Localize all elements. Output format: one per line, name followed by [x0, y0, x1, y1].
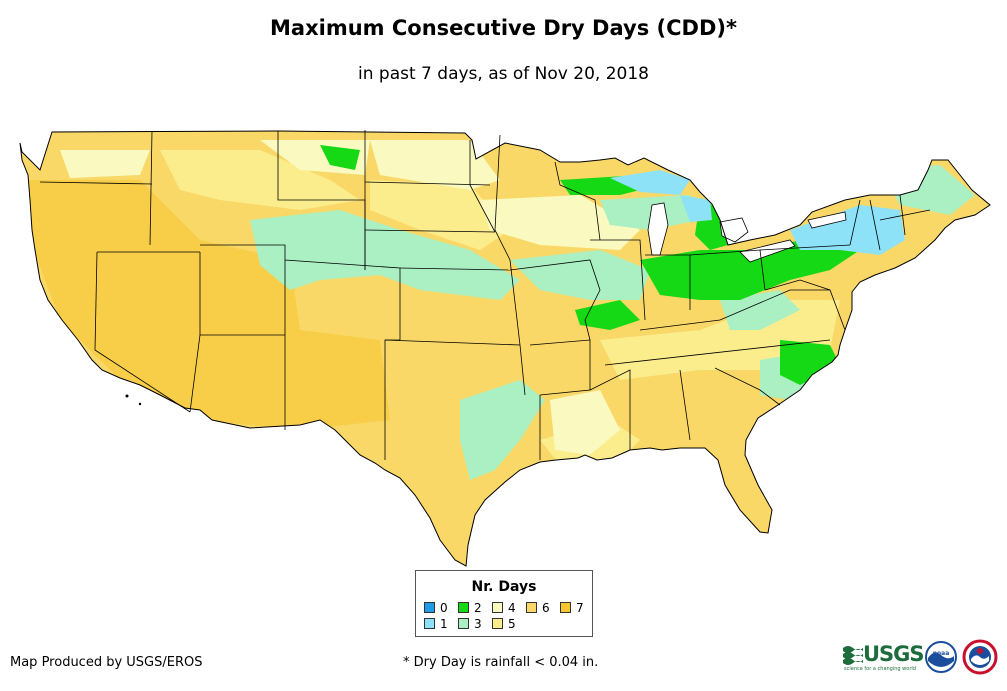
zone-5-days-montana — [160, 150, 360, 210]
usgs-tagline: science for a changing world — [844, 666, 916, 672]
zone-5-days-dakotas — [370, 180, 510, 250]
legend-label: 6 — [542, 601, 550, 615]
nws-logo-icon — [962, 639, 998, 675]
zone-3-days-wisconsin — [600, 195, 700, 230]
usgs-logo: USGS science for a changing world — [843, 642, 925, 672]
usgs-wave-icon — [843, 646, 863, 665]
legend-label: 4 — [508, 601, 516, 615]
legend-label: 1 — [440, 617, 448, 631]
map-subtitle: in past 7 days, as of Nov 20, 2018 — [358, 64, 649, 84]
zone-4-days-mississippi — [550, 390, 620, 455]
legend-item-7: 7 — [560, 602, 584, 614]
legend-item-0: 0 — [424, 602, 448, 614]
noaa-logo-icon: noaa — [925, 641, 957, 673]
legend-label: 0 — [440, 601, 448, 615]
legend-item-3: 3 — [458, 618, 482, 630]
zone-7-days-west — [20, 180, 390, 430]
legend-title: Nr. Days — [471, 579, 537, 595]
zone-4-days-minnesota — [480, 195, 640, 250]
noaa-text: noaa — [933, 650, 950, 657]
legend-swatch — [458, 618, 469, 629]
lake-erie — [739, 239, 796, 263]
legend-swatch — [492, 602, 503, 613]
legend-swatch — [424, 618, 435, 629]
zone-4-days-north-dakota — [370, 140, 500, 190]
lake-huron — [719, 217, 749, 243]
zone-2-days-ohio-valley — [640, 235, 860, 300]
legend-item-6: 6 — [526, 602, 550, 614]
zone-3-days-iowa — [510, 250, 650, 300]
zone-3-days-plains — [250, 210, 520, 300]
channel-island — [138, 402, 142, 406]
legend-swatch — [458, 602, 469, 613]
zone-2-days-montana — [320, 145, 360, 170]
legend-item-5: 5 — [492, 618, 516, 630]
legend-item-1: 1 — [424, 618, 448, 630]
legend-swatch — [424, 602, 435, 613]
map-credit: Map Produced by USGS/EROS — [10, 655, 203, 670]
dry-day-footnote: * Dry Day is rainfall < 0.04 in. — [403, 655, 599, 670]
legend-label: 3 — [474, 617, 482, 631]
legend: Nr. Days 0 1 2 3 4 5 6 7 — [415, 570, 593, 637]
usgs-wordmark: USGS — [863, 642, 925, 666]
legend-swatch — [492, 618, 503, 629]
zone-4-days-washington — [60, 150, 150, 178]
legend-swatch — [560, 602, 571, 613]
zone-1-day-lake-superior — [610, 170, 690, 195]
channel-island — [125, 394, 129, 398]
zone-1-day-northeast — [790, 205, 905, 255]
legend-label: 5 — [508, 617, 516, 631]
legend-swatch — [526, 602, 537, 613]
lake-ontario — [807, 211, 847, 229]
zone-2-days-north-carolina — [780, 340, 840, 385]
legend-item-2: 2 — [458, 602, 482, 614]
legend-item-4: 4 — [492, 602, 516, 614]
map-title: Maximum Consecutive Dry Days (CDD)* — [270, 16, 737, 40]
legend-label: 7 — [576, 601, 584, 615]
legend-label: 2 — [474, 601, 482, 615]
zone-3-days-texas — [460, 380, 545, 480]
zone-1-day-michigan-north — [680, 195, 712, 222]
state-borders — [39, 130, 931, 460]
